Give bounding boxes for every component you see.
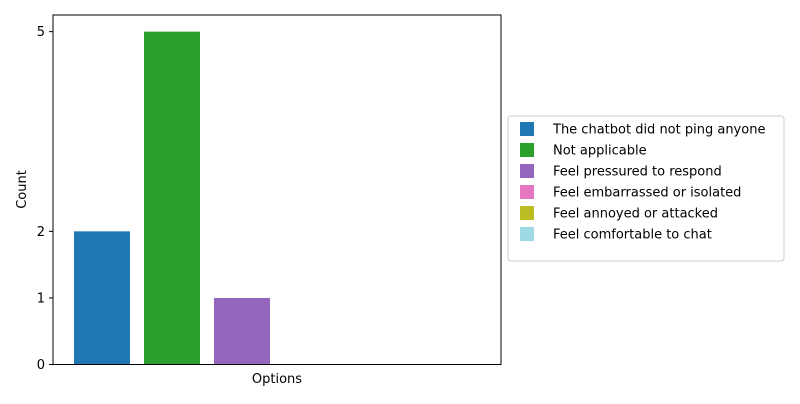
legend-label-4: Feel annoyed or attacked <box>553 207 718 222</box>
y-tick-label-1: 1 <box>37 291 45 306</box>
y-tick-label-3: 5 <box>37 25 45 40</box>
legend-label-3: Feel embarrassed or isolated <box>553 186 741 201</box>
bar-2 <box>214 297 270 365</box>
legend: The chatbot did not ping anyone Not appli… <box>507 115 785 262</box>
legend-swatch-2 <box>520 164 534 178</box>
bar-1 <box>144 31 200 365</box>
legend-swatch-3 <box>520 185 534 199</box>
legend-label-5: Feel comfortable to chat <box>553 228 712 243</box>
y-tick-label-2: 2 <box>37 225 45 240</box>
legend-label-1: Not applicable <box>553 144 647 159</box>
y-axis-label: Count <box>15 170 30 209</box>
legend-swatch-4 <box>520 206 534 220</box>
y-axis: 0 1 2 5 <box>37 25 53 373</box>
legend-swatch-5 <box>520 227 534 241</box>
legend-label-0: The chatbot did not ping anyone <box>552 123 765 138</box>
legend-swatch-1 <box>520 143 534 157</box>
legend-box <box>507 115 785 262</box>
x-axis-label: Options <box>252 372 302 387</box>
plot-frame <box>52 14 502 365</box>
y-tick-label-0: 0 <box>37 358 45 373</box>
legend-label-2: Feel pressured to respond <box>553 165 722 180</box>
bars-layer <box>74 31 270 365</box>
legend-swatch-0 <box>520 122 534 136</box>
bar-0 <box>74 231 130 365</box>
